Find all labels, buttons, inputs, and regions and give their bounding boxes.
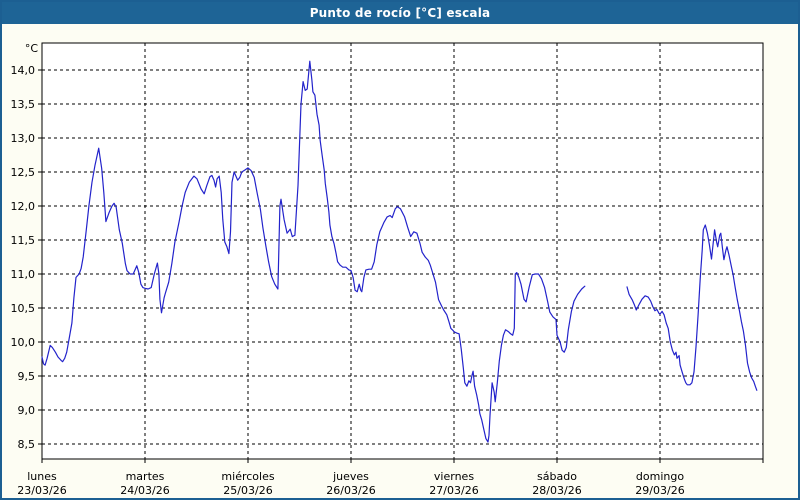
day-label: miércoles	[221, 470, 274, 483]
y-tick-label: 13,0	[11, 132, 36, 145]
date-label: 24/03/26	[120, 484, 169, 497]
y-tick-label: 8,5	[18, 438, 36, 451]
y-tick-label: 12,5	[11, 166, 36, 179]
date-label: 23/03/26	[17, 484, 66, 497]
dewpoint-line-segment	[41, 60, 586, 443]
y-tick-label: 11,0	[11, 268, 36, 281]
day-label: lunes	[27, 470, 57, 483]
y-tick-label: 10,5	[11, 302, 36, 315]
chart-border	[41, 42, 764, 460]
date-label: 26/03/26	[326, 484, 375, 497]
day-label: domingo	[636, 470, 684, 483]
y-tick-label: 9,5	[18, 370, 36, 383]
y-tick-label: 10,0	[11, 336, 36, 349]
date-label: 25/03/26	[223, 484, 272, 497]
plot-background	[42, 43, 763, 459]
title-bar[interactable]: Punto de rocío [°C] escala	[2, 2, 798, 24]
window-title: Punto de rocío [°C] escala	[309, 6, 491, 20]
day-label: jueves	[332, 470, 369, 483]
day-label: martes	[126, 470, 165, 483]
date-label: 28/03/26	[532, 484, 581, 497]
y-tick-label: 12,0	[11, 200, 36, 213]
dewpoint-line-segment	[626, 224, 758, 391]
date-label: 27/03/26	[429, 484, 478, 497]
date-label: 29/03/26	[635, 484, 684, 497]
day-label: sábado	[537, 470, 577, 483]
axis-unit-label: °C	[25, 42, 39, 55]
y-tick-label: 11,5	[11, 234, 36, 247]
day-label: viernes	[434, 470, 474, 483]
y-tick-label: 13,5	[11, 98, 36, 111]
y-tick-label: 14,0	[11, 64, 36, 77]
y-tick-label: 9,0	[18, 404, 36, 417]
